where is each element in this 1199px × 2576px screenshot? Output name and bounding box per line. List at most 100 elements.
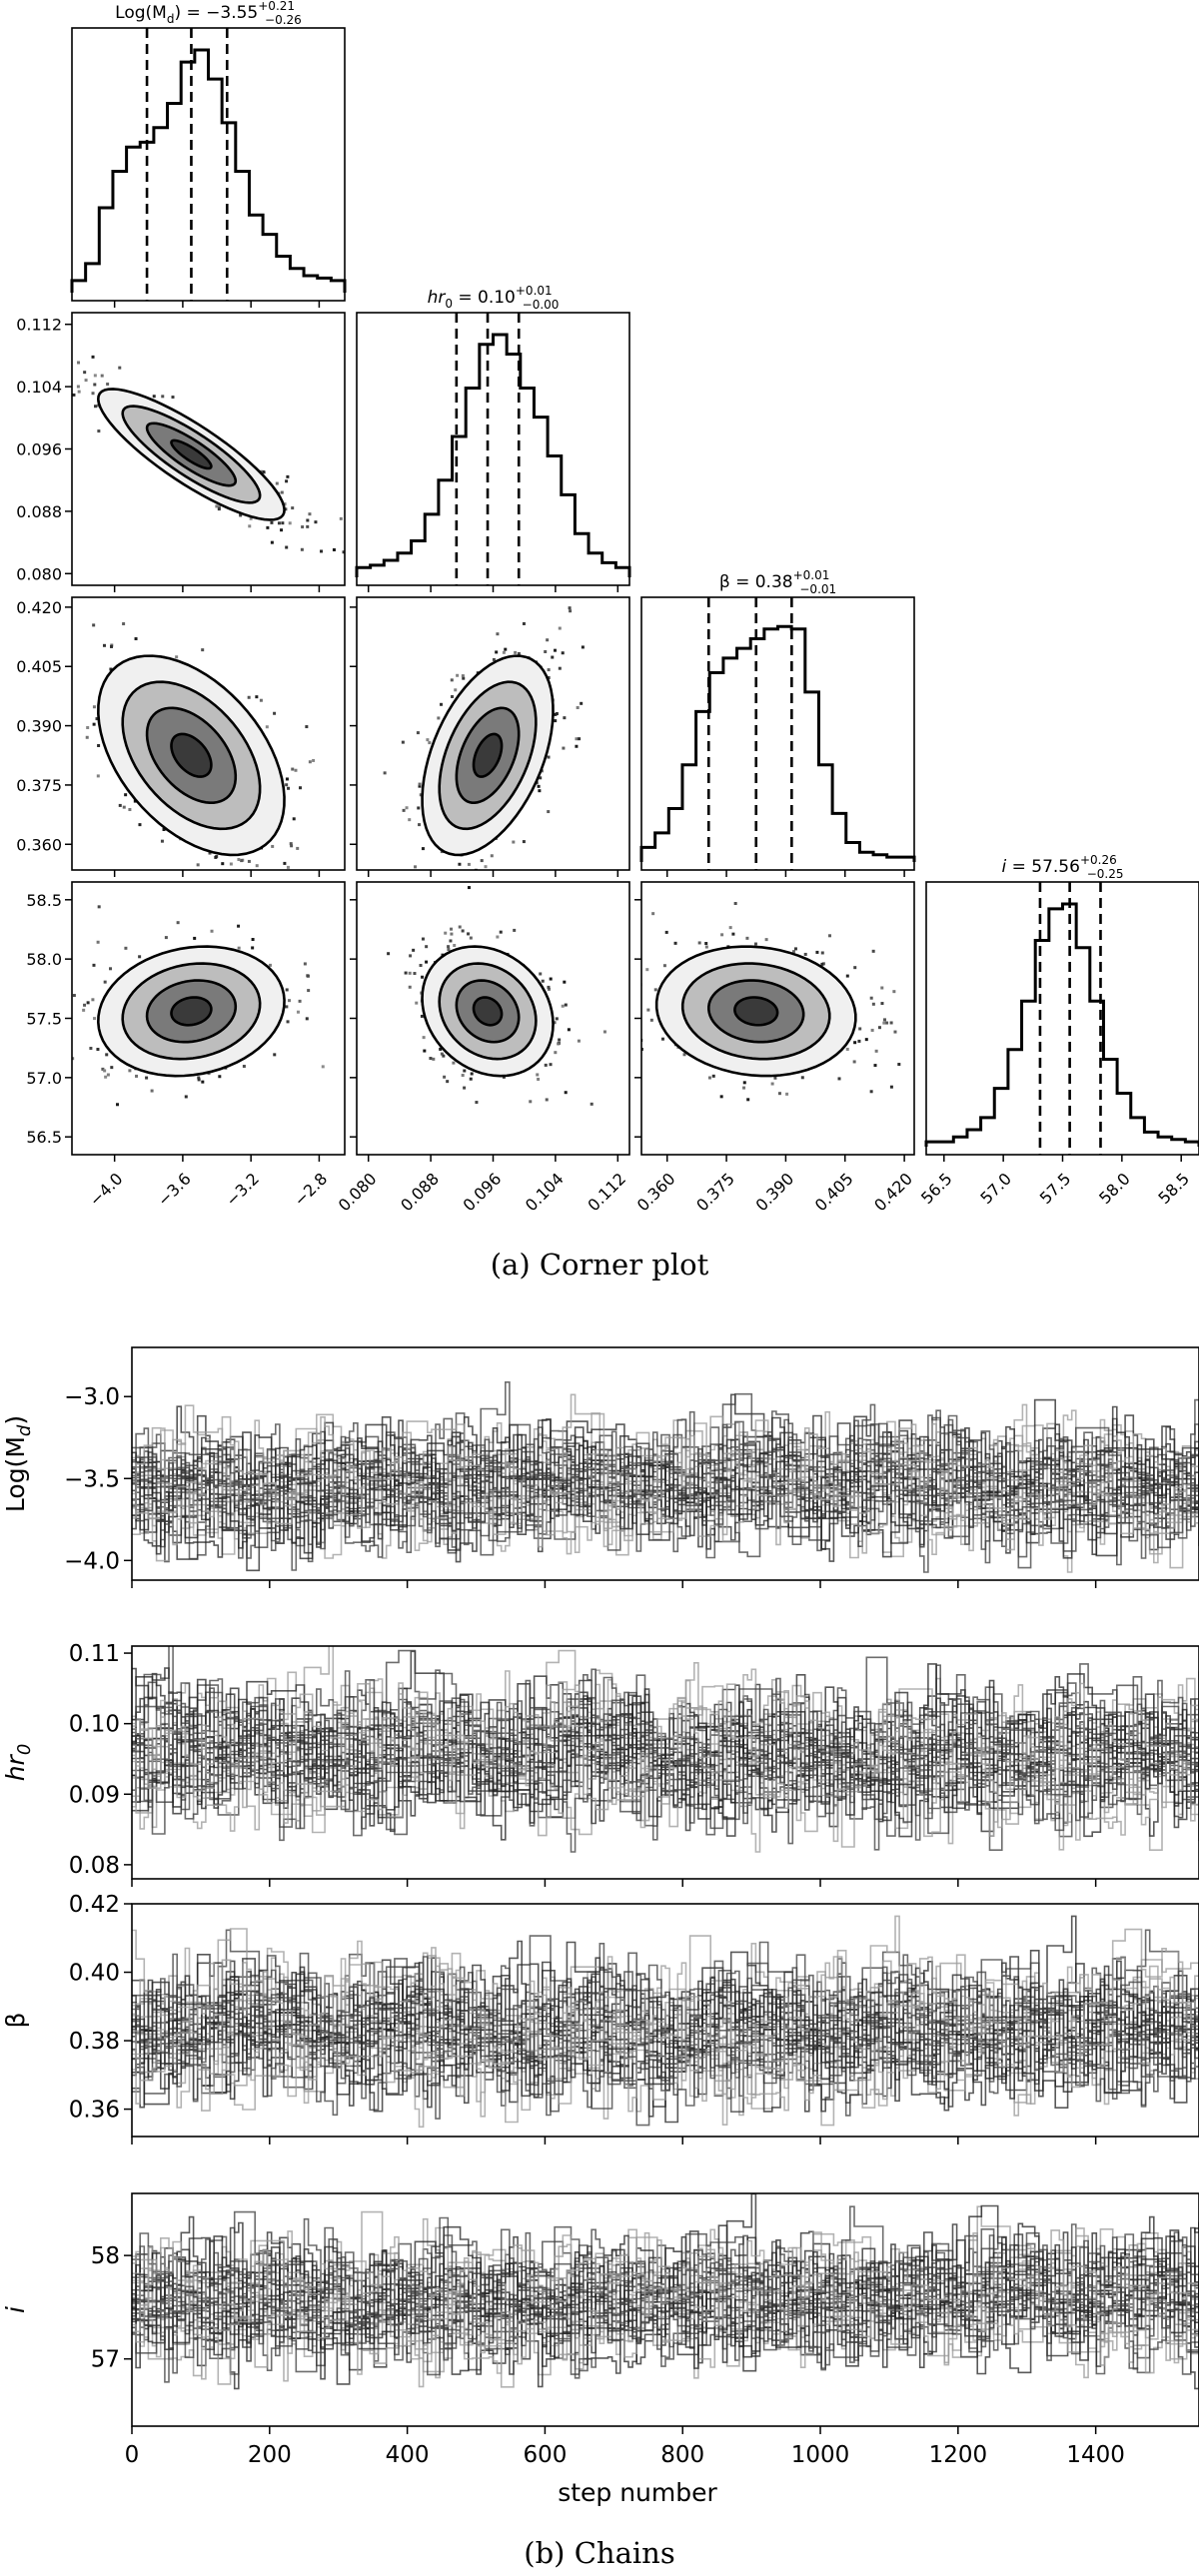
sample-point: [539, 776, 543, 780]
corner-panel-hr0-log_md: 0.080 0.088 0.096 0.104 0.112: [16, 312, 346, 592]
sample-point: [742, 1081, 746, 1085]
y-tick-label: 0.09: [69, 1782, 120, 1808]
sample-point: [554, 719, 558, 723]
sample-point: [184, 1095, 188, 1099]
sample-point: [247, 695, 251, 699]
sample-point: [103, 980, 107, 984]
sample-point: [417, 806, 421, 810]
sample-point: [547, 676, 551, 680]
sample-point: [405, 806, 409, 810]
sample-point: [54, 678, 57, 681]
sample-point: [118, 366, 122, 370]
sample-point: [283, 502, 287, 506]
sample-point: [827, 934, 831, 938]
sample-point: [499, 930, 503, 934]
y-tick-label: 58.0: [26, 950, 62, 969]
sample-point: [138, 955, 142, 959]
sample-point: [270, 520, 274, 524]
sample-point: [576, 705, 580, 709]
sample-point: [258, 897, 261, 900]
sample-point: [404, 971, 408, 975]
sample-point: [529, 1100, 533, 1104]
sample-point: [303, 962, 307, 966]
sample-point: [547, 810, 551, 814]
walker-trace: [132, 1962, 1199, 2117]
sample-point: [707, 1076, 711, 1080]
walker-lines: [132, 2193, 1199, 2390]
y-tick-label: 0.375: [16, 776, 62, 795]
sample-point: [208, 851, 212, 855]
sample-point: [183, 894, 186, 897]
x-tick-label: 58.5: [1154, 1169, 1193, 1208]
sample-point: [578, 737, 582, 741]
sample-point: [871, 949, 875, 953]
sample-point: [134, 637, 138, 641]
sample-point: [733, 902, 737, 906]
corner-panel-incl-hr0: 0.080 0.088 0.096 0.104 0.112: [335, 881, 630, 1215]
sample-point: [273, 1053, 277, 1057]
corner-panel-beta-log_md: 0.360 0.375 0.390 0.405 0.420: [16, 596, 346, 900]
y-tick-label: 0.420: [16, 598, 62, 617]
sample-point: [285, 479, 289, 483]
x-tick-label: 0.080: [335, 1169, 381, 1215]
sample-point: [306, 524, 310, 528]
sample-point: [305, 1017, 309, 1021]
title-err-plus: +0.01: [516, 284, 553, 298]
sample-point: [454, 688, 458, 692]
sample-point: [575, 744, 579, 748]
x-tick-label: −3.6: [154, 1169, 195, 1210]
sample-point: [563, 716, 567, 720]
x-tick-label: 0: [125, 2442, 140, 2468]
sample-point: [193, 936, 197, 940]
sample-point: [106, 1073, 110, 1077]
sample-point: [745, 936, 749, 940]
sample-point: [558, 626, 562, 630]
sample-point: [536, 1073, 540, 1077]
sample-point: [458, 862, 462, 866]
sample-point: [554, 648, 558, 652]
sample-point: [590, 1102, 594, 1106]
sample-point: [450, 927, 454, 931]
x-tick-label: 1000: [791, 2442, 850, 2468]
sample-point: [513, 928, 517, 932]
sample-point: [314, 520, 318, 524]
sample-point: [447, 948, 451, 952]
sample-point: [704, 945, 708, 949]
caption-corner-plot: (a) Corner plot: [491, 1248, 709, 1282]
sample-point: [577, 1039, 581, 1043]
sample-point: [633, 979, 636, 982]
contour-level-4: [472, 732, 504, 778]
sample-point: [251, 938, 255, 942]
title-prefix: hr: [428, 288, 447, 308]
sample-point: [462, 676, 466, 680]
sample-point: [285, 1005, 289, 1009]
walker-trace: [132, 1683, 1199, 1838]
sample-point: [428, 741, 432, 745]
panel-frame: [131, 1645, 1199, 1880]
sample-point: [268, 963, 272, 967]
sample-point: [291, 506, 295, 510]
sample-point: [502, 650, 506, 654]
sample-point: [83, 1003, 87, 1007]
x-axis-label: step number: [558, 2478, 717, 2507]
sample-point: [135, 1074, 139, 1078]
sample-point: [421, 937, 425, 941]
sample-point: [544, 649, 548, 653]
sample-point: [443, 1075, 447, 1079]
sample-point: [93, 383, 97, 387]
title-prefix: Log(M: [115, 3, 167, 23]
sample-point: [160, 839, 164, 843]
y-tick-label: 0.096: [16, 440, 62, 459]
sample-point: [240, 859, 244, 863]
sample-point: [201, 648, 205, 652]
x-tick-label: 400: [386, 2442, 430, 2468]
sample-point: [563, 980, 567, 984]
sample-point: [512, 840, 516, 844]
sample-point: [469, 936, 473, 940]
sample-point: [537, 1077, 541, 1081]
sample-point: [568, 606, 572, 610]
sample-point: [104, 1075, 108, 1079]
scatter-group: [633, 902, 901, 1102]
x-tick-label: 58.0: [1095, 1169, 1134, 1208]
sample-point: [561, 1004, 565, 1008]
